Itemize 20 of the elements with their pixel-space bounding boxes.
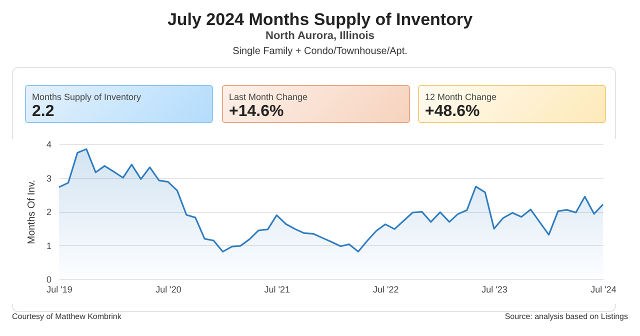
stat-card: 12 Month Change +48.6% xyxy=(418,85,606,123)
x-tick-label: Jul '21 xyxy=(264,284,290,294)
source-note: Source: analysis based on Listings xyxy=(504,312,628,321)
text: Courtesy of Matthew Kombrink xyxy=(12,312,122,321)
chart-title: July 2024 Months Supply of Inventory xyxy=(166,10,474,30)
y-axis-title: Months Of Inv. xyxy=(26,180,38,244)
y-tick-label: 2 xyxy=(46,207,52,217)
x-tick-label: Jul '24 xyxy=(590,284,616,294)
x-tick-label: Jul '23 xyxy=(482,284,508,294)
text: Single Family + Condo/Townhouse/Apt. xyxy=(232,46,408,57)
stat-card: Last Month Change +14.6% xyxy=(222,85,410,123)
y-tick-label: 0 xyxy=(46,274,52,284)
y-tick-label: 4 xyxy=(46,140,52,150)
y-tick-label: 1 xyxy=(46,240,52,251)
chart-subtitle: North Aurora, Illinois xyxy=(264,30,376,42)
x-tick-label: Jul '19 xyxy=(46,284,72,294)
x-tick-label: Jul '22 xyxy=(372,284,399,294)
x-tick-label: Jul '20 xyxy=(156,284,182,294)
stat-card: Months Supply of Inventory 2.2 xyxy=(25,85,213,123)
y-tick-label: 3 xyxy=(46,173,52,184)
